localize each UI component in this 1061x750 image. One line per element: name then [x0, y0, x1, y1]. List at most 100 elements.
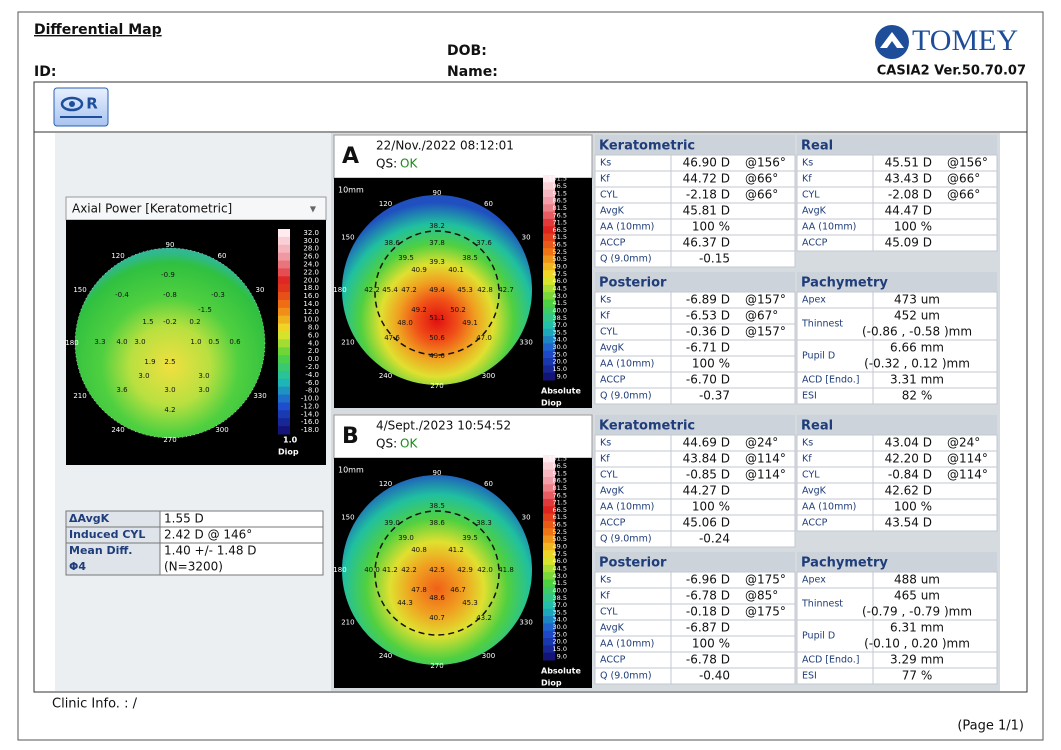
scale-swatch — [543, 564, 555, 573]
scale-swatch — [278, 276, 290, 285]
row-axis: @24° — [947, 436, 980, 450]
row-value: -0.24 — [699, 532, 730, 546]
scale-label: 4.0 — [308, 339, 319, 347]
degree-label: 180 — [65, 339, 78, 347]
scale-swatch — [543, 528, 555, 537]
pupil-ring — [374, 510, 500, 636]
scale-swatch — [278, 347, 290, 356]
scale-label: 71.5 — [553, 499, 567, 507]
scale-label: 15.0 — [553, 645, 567, 653]
scale-swatch — [543, 535, 555, 544]
row-label: AA (10mm) — [600, 502, 654, 513]
scale-swatch — [543, 572, 555, 580]
row-label: Kf — [802, 454, 812, 465]
scale-swatch — [543, 218, 555, 227]
row-label: Ks — [802, 438, 813, 449]
scale-swatch — [543, 284, 555, 293]
row-label: Thinnest — [801, 599, 843, 610]
row-axis: @66° — [745, 188, 778, 202]
scale-label: 30.0 — [553, 343, 567, 351]
row-value: -2.18 D — [686, 188, 730, 202]
row-axis: @114° — [745, 468, 786, 482]
map-value: 1.0 — [190, 338, 201, 346]
map-value: 42.0 — [477, 566, 493, 574]
row-value: 43.84 D — [683, 452, 730, 466]
map-value: 50.6 — [429, 334, 445, 342]
map-value: 3.3 — [94, 338, 105, 346]
degree-label: 270 — [163, 436, 176, 444]
row-label: Ks — [600, 438, 611, 449]
row-label: AvgK — [802, 206, 827, 217]
row-value: 44.27 D — [683, 484, 730, 498]
scale-label: -18.0 — [301, 426, 319, 434]
map-value: 39.5 — [398, 254, 414, 262]
map-value: -0.9 — [161, 271, 175, 279]
degree-label: 270 — [430, 662, 443, 670]
scale-swatch — [543, 469, 555, 478]
row-label: CYL — [600, 470, 618, 481]
qs-label: QS: — [376, 157, 397, 171]
row-label: ACD [Endo.] — [802, 375, 859, 386]
scale-swatch — [278, 307, 290, 317]
row-value: 452 um — [894, 309, 940, 323]
scale-swatch — [543, 630, 555, 639]
scale-label: -6.0 — [305, 379, 319, 387]
scale-swatch — [278, 260, 290, 269]
degree-label: 30 — [256, 286, 265, 294]
scale-swatch — [543, 484, 555, 493]
map-value: 42.8 — [477, 286, 493, 294]
degree-label: 30 — [522, 234, 531, 242]
map-value: 38.3 — [476, 519, 492, 527]
section-title: Posterior — [599, 556, 667, 571]
scale-label: 16.0 — [303, 292, 319, 300]
page-number: (Page 1/1) — [957, 719, 1024, 734]
map-value: 1.5 — [142, 318, 153, 326]
row-axis: @156° — [947, 156, 988, 170]
degree-label: 90 — [433, 469, 442, 477]
stat-value: (N=3200) — [164, 560, 223, 574]
section-header — [595, 415, 795, 435]
scale-swatch — [278, 378, 290, 388]
scale-label: 52.5 — [553, 528, 567, 536]
row-value: 473 um — [894, 293, 940, 307]
row-value: -6.53 D — [686, 309, 730, 323]
map-value: 42.2 — [364, 286, 380, 294]
row-value: 43.43 D — [885, 172, 932, 186]
scale-swatch — [278, 331, 290, 340]
section-header — [797, 415, 997, 435]
degree-label: 150 — [341, 234, 354, 242]
scale-swatch — [278, 284, 290, 293]
scale-swatch — [543, 616, 555, 624]
scale-label: 20.0 — [303, 276, 319, 284]
row-axis: @114° — [947, 468, 988, 482]
scale-label: 50.5 — [553, 255, 567, 263]
dropdown-arrow: ▼ — [310, 205, 317, 214]
scale-label: 34.0 — [553, 616, 567, 624]
row-value: -6.89 D — [686, 293, 730, 307]
row-label: Kf — [600, 591, 610, 602]
map-value: 47.6 — [384, 334, 400, 342]
row-axis: @85° — [745, 589, 778, 603]
map-value: 38.6 — [429, 519, 445, 527]
id-label: ID: — [34, 64, 56, 80]
scale-swatch — [543, 476, 555, 485]
map-value: 38.5 — [429, 502, 445, 510]
scale-swatch — [543, 462, 555, 471]
scale-label: 91.5 — [553, 189, 567, 197]
scale-label: 76.5 — [553, 211, 567, 219]
map-value: 3.6 — [116, 386, 128, 394]
qs-label: QS: — [376, 437, 397, 451]
row-value: -0.18 D — [686, 605, 730, 619]
row-value: -0.85 D — [686, 468, 730, 482]
section-header — [595, 552, 795, 572]
scale-label: 49.0 — [553, 263, 567, 271]
brand: TOMEY — [912, 24, 1018, 57]
scale-label: 2.0 — [308, 347, 319, 355]
map-value: 38.5 — [462, 254, 478, 262]
map-value: -0.4 — [115, 291, 129, 299]
degree-label: 300 — [482, 652, 495, 660]
scale-label: 20.0 — [553, 638, 567, 646]
scale-swatch — [543, 506, 555, 515]
